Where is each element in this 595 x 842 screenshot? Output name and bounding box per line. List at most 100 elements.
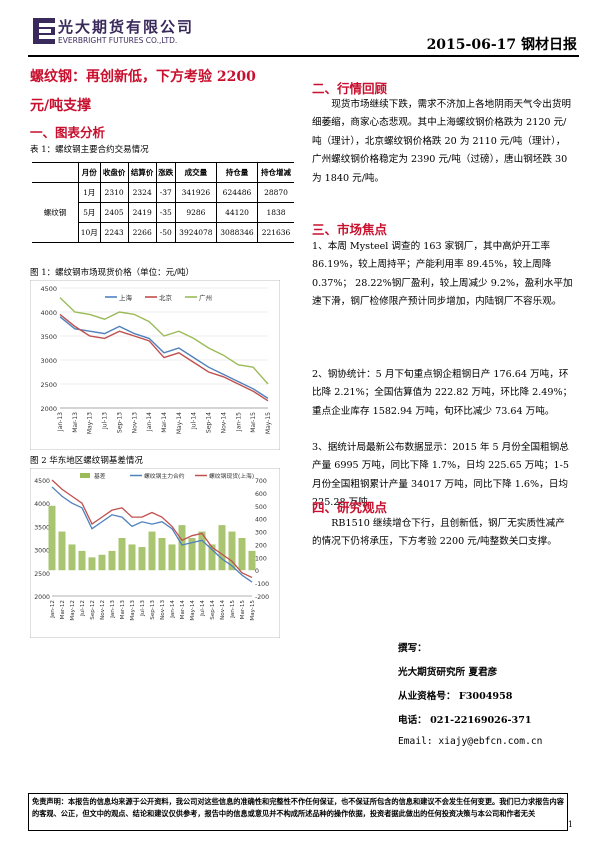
section-heading-research-view: 四、研究观点 (312, 500, 388, 515)
x-tick-label: Sep-13 (150, 600, 156, 620)
basis-bar (238, 538, 246, 571)
x-tick-label: May-15 (250, 600, 256, 621)
y-right-tick-label: 500 (255, 504, 267, 511)
x-tick-label: May-12 (70, 600, 76, 621)
y-tick-label: 2000 (40, 405, 57, 413)
y-left-tick-label: 2000 (34, 594, 50, 601)
x-tick-label: Mar-15 (250, 412, 257, 433)
x-tick-label: Jan-13 (110, 600, 116, 619)
x-tick-label: May-14 (176, 412, 183, 434)
legend-label: 北京 (159, 293, 173, 302)
y-tick-label: 4000 (40, 309, 57, 317)
focus-item: 2、钢协统计：5 月下旬重点钢企粗钢日产 176.64 万吨，环比降 2.21%… (312, 369, 573, 417)
x-tick-label: Mar-12 (60, 600, 66, 619)
author-label: 撰写： (398, 643, 427, 654)
table-product-cell: 螺纹钢 (32, 182, 79, 243)
x-tick-label: Nov-14 (220, 412, 227, 434)
y-right-tick-label: 100 (255, 555, 267, 562)
x-tick-label: May-15 (265, 412, 272, 434)
basis-bar (188, 538, 196, 571)
author-name: 光大期货研究所 夏君彦 (398, 667, 498, 678)
basis-bar (168, 544, 176, 571)
report-title-line1: 螺纹钢：再创新低，下方考验 2200 (30, 69, 256, 85)
table-corner-cell (32, 162, 79, 183)
table-cell: 1838 (257, 202, 294, 223)
basis-bar (78, 550, 86, 571)
y-right-tick-label: 700 (255, 478, 267, 485)
table-cell: 3088346 (215, 222, 259, 243)
brand-name-cn: 光大期货有限公司 (58, 18, 195, 36)
table-cell: 2310 (99, 182, 129, 203)
y-tick-label: 3000 (40, 357, 57, 365)
report-date-title: 2015-06-17 钢材日报 (426, 37, 577, 53)
x-tick-label: Jan-15 (235, 412, 242, 432)
chart2-caption: 图 2 华东地区螺纹钢基差情况 (30, 456, 143, 466)
report-title-line2: 元/吨支撑 (30, 98, 92, 114)
y-right-tick-label: -200 (255, 594, 269, 601)
table-header-cell: 涨跌 (155, 162, 176, 183)
basis-bar (228, 531, 236, 571)
x-tick-label: May-13 (87, 412, 94, 434)
x-tick-label: Jul-14 (200, 600, 206, 617)
basis-bar (198, 531, 206, 571)
header-divider (28, 55, 579, 57)
x-tick-label: Mar-13 (120, 600, 126, 620)
page-number: 1 (567, 820, 573, 829)
basis-bar (248, 550, 256, 571)
x-tick-label: Jul-13 (102, 412, 109, 430)
focus-item: 1、本周 Mysteel 调查的 163 家钢厂，其中高炉开工率 86.19%，… (312, 241, 573, 308)
x-tick-label: Jul-12 (80, 600, 86, 617)
y-right-tick-label: 0 (255, 568, 259, 575)
table-cell: 2419 (127, 202, 157, 223)
y-left-tick-label: 3000 (34, 548, 50, 555)
x-tick-label: Nov-13 (160, 600, 166, 620)
disclaimer-text: 免责声明：本报告的信息均来源于公开资料，我公司对这些信息的准确性和完整性不作任何… (32, 797, 564, 818)
table-header-row: 月份 收盘价 结算价 涨跌 成交量 持仓量 持仓增减 (32, 162, 294, 183)
section-heading-chart-analysis: 一、图表分析 (30, 125, 106, 140)
y-tick-label: 3500 (40, 333, 57, 341)
legend-swatch (80, 473, 90, 478)
basis-bar (138, 547, 146, 571)
basis-bar (88, 557, 96, 571)
y-tick-label: 4500 (40, 285, 57, 293)
chart1-caption: 图 1：螺纹钢市场现货价格（单位：元/吨） (30, 268, 194, 278)
table-header-cell: 成交量 (174, 162, 217, 183)
research-view-paragraph: RB1510 继续增仓下行，且创新低，钢厂无实质性减产的情况下仍将承压，下方考验… (312, 518, 565, 548)
email-address: Email: xiajy@ebfcn.com.cn (398, 736, 543, 747)
table-cell: -50 (155, 222, 176, 243)
x-tick-label: May-14 (190, 600, 196, 621)
table-cell: -37 (155, 182, 176, 203)
x-tick-label: Jan-14 (170, 600, 176, 619)
phone-number: 电话： 021-22169026-371 (398, 715, 532, 726)
table-cell: 9286 (174, 202, 217, 223)
x-tick-label: Jan-15 (230, 600, 236, 619)
x-tick-label: Mar-14 (161, 412, 168, 433)
y-tick-label: 2500 (40, 381, 57, 389)
x-tick-label: Sep-12 (90, 600, 96, 620)
section-heading-market-focus: 三、市场焦点 (312, 222, 388, 237)
x-tick-label: Jul-13 (140, 600, 146, 617)
table-row: 10月 2243 2266 -50 3924078 3088346 221636 (32, 222, 294, 243)
table-cell: 44120 (215, 202, 259, 223)
x-tick-label: Nov-14 (220, 600, 226, 620)
y-left-tick-label: 3500 (34, 524, 50, 531)
y-right-tick-label: 600 (255, 491, 267, 498)
x-tick-label: Sep-13 (116, 412, 123, 433)
table-caption: 表 1：螺纹钢主要合约交易情况 (30, 145, 149, 155)
legend-label: 基差 (94, 472, 106, 480)
basis-bar (208, 544, 216, 571)
basis-bar (48, 505, 56, 571)
table-header-cell: 结算价 (127, 162, 157, 183)
basis-bar (148, 531, 156, 571)
table-header-cell: 持仓量 (215, 162, 259, 183)
x-tick-label: Sep-14 (206, 412, 213, 433)
x-tick-label: Jul-14 (191, 412, 198, 430)
basis-bar (218, 525, 226, 571)
legend-label: 广州 (199, 293, 212, 302)
basis-bar (68, 544, 76, 571)
brand-name-en: EVERBRIGHT FUTURES CO.,LTD. (58, 36, 178, 45)
y-right-tick-label: 400 (255, 517, 267, 524)
x-tick-label: Sep-14 (210, 600, 216, 620)
legend-label: 螺纹钢现货(上海) (209, 472, 254, 480)
